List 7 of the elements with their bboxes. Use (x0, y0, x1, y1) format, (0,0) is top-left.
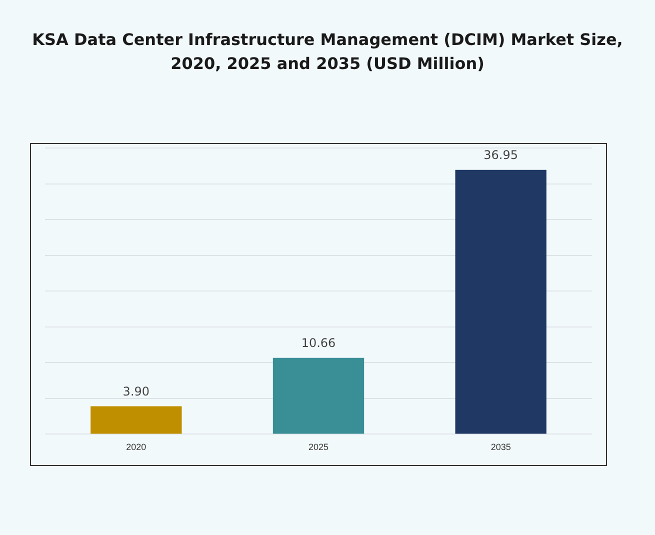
data-label: 36.95 (484, 148, 518, 162)
x-tick-label: 2035 (490, 442, 511, 452)
x-tick-label: 2025 (308, 442, 329, 452)
data-label: 10.66 (301, 336, 336, 350)
chart-title: KSA Data Center Infrastructure Management (DCIM) Market Size, 2020, 2025 and 2035 (USD Million) (31, 29, 624, 73)
data-label: 3.90 (122, 384, 150, 398)
x-tick-label: 2020 (126, 442, 146, 452)
